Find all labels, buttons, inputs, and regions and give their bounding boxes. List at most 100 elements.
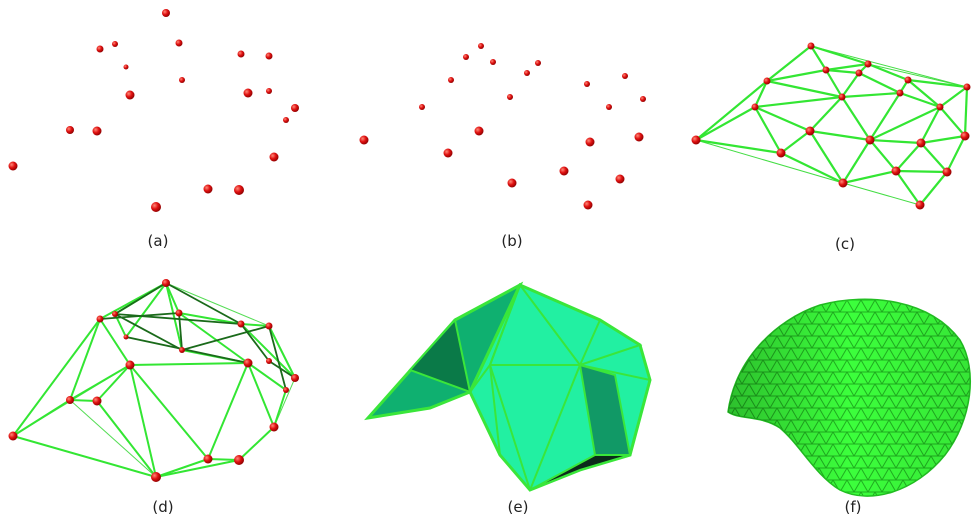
edge [268, 325, 296, 379]
edge [207, 362, 249, 460]
edge [165, 282, 270, 327]
point [66, 396, 74, 404]
point [448, 77, 454, 83]
edge [754, 95, 843, 109]
edge [780, 130, 811, 154]
point [203, 454, 213, 464]
point [237, 50, 245, 58]
edge [867, 63, 968, 88]
edge [841, 96, 871, 141]
edge [842, 182, 921, 206]
panel-e [364, 281, 652, 492]
point [266, 358, 272, 364]
point [864, 60, 872, 68]
panel-label: (e) [508, 498, 529, 516]
point [419, 104, 425, 110]
edge [273, 389, 287, 428]
point [463, 54, 469, 60]
edge [695, 106, 756, 141]
panel-d [8, 279, 299, 482]
point [805, 126, 815, 136]
point [243, 358, 253, 368]
point [179, 347, 185, 353]
edge [810, 44, 869, 66]
point [855, 69, 863, 77]
edge [869, 139, 897, 172]
panel-c [691, 42, 971, 210]
edge [842, 169, 897, 185]
edge [165, 282, 242, 325]
edge [129, 362, 249, 366]
edge [754, 106, 782, 154]
panel-f [727, 298, 971, 497]
point [269, 422, 279, 432]
edge [825, 62, 869, 72]
edge [858, 72, 901, 94]
edge [810, 45, 968, 88]
edge [919, 171, 948, 206]
point [203, 184, 213, 194]
point [490, 59, 496, 65]
point [8, 161, 18, 171]
edge [809, 96, 843, 132]
edge [867, 62, 909, 82]
edge [96, 400, 157, 478]
point [507, 94, 513, 100]
point [583, 200, 593, 210]
point [807, 42, 815, 50]
point [269, 152, 279, 162]
edge [268, 360, 296, 379]
edge [178, 312, 242, 325]
point [963, 83, 971, 91]
point [8, 431, 18, 441]
edge [780, 152, 844, 184]
edge [920, 106, 941, 144]
edge [12, 318, 101, 437]
edge [809, 130, 844, 184]
point [838, 93, 846, 101]
point [559, 166, 569, 176]
edge [766, 45, 812, 82]
point [507, 178, 517, 188]
point [175, 309, 183, 317]
edge [754, 80, 768, 108]
point [474, 126, 484, 136]
surface-face [408, 317, 472, 394]
edge [920, 134, 966, 145]
edge [695, 138, 782, 155]
edge [907, 78, 968, 89]
point [175, 39, 183, 47]
point [606, 104, 612, 110]
surface-face [728, 299, 971, 497]
edge [155, 459, 240, 478]
panel-label: (b) [501, 232, 522, 250]
point [622, 73, 628, 79]
edge [695, 139, 844, 184]
point [125, 90, 135, 100]
edge [809, 129, 871, 142]
edge [907, 79, 941, 108]
edge [96, 364, 131, 402]
point [92, 126, 102, 136]
point [96, 315, 104, 323]
point [96, 45, 104, 53]
point [776, 148, 786, 158]
point [243, 88, 253, 98]
edge [939, 86, 968, 108]
edge [129, 364, 209, 460]
edge [69, 399, 98, 402]
surface-face [529, 454, 631, 491]
edge [825, 68, 860, 75]
point [691, 135, 701, 145]
panel-label: (a) [148, 232, 169, 250]
edge [240, 323, 296, 379]
point [443, 148, 453, 158]
edge [920, 142, 948, 173]
point [751, 103, 759, 111]
edge [869, 106, 941, 141]
point [960, 131, 970, 141]
point [283, 117, 289, 123]
point [162, 279, 170, 287]
point [265, 52, 273, 60]
edge [114, 313, 183, 351]
